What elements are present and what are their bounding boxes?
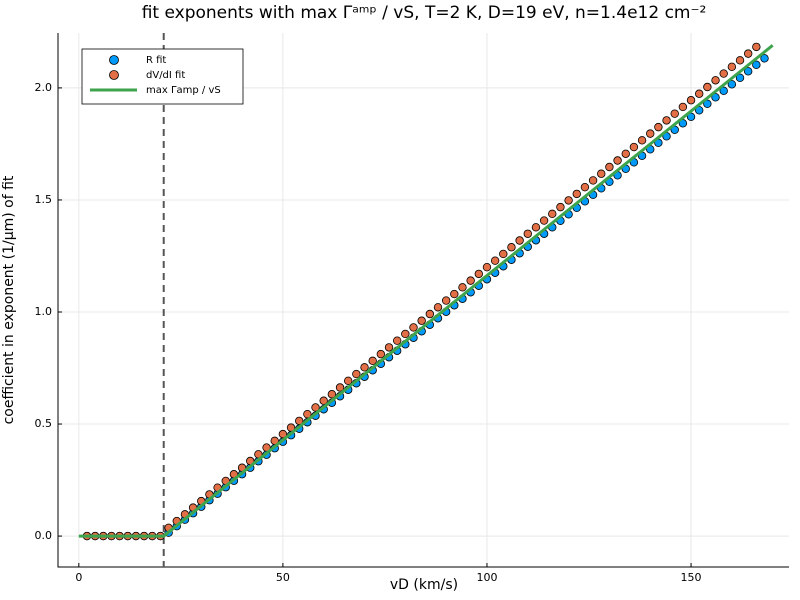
scatter-point (295, 416, 304, 426)
legend-swatch (109, 70, 119, 80)
legend-box (81, 48, 244, 105)
y-tick-label: 1.0 (35, 305, 53, 318)
scatter-point (743, 49, 753, 58)
scatter-point (646, 129, 655, 138)
scatter-point (523, 229, 532, 238)
scatter-point (425, 309, 435, 319)
scatter-point (613, 156, 622, 165)
scatter-point (490, 256, 500, 265)
scatter-point (727, 62, 737, 72)
scatter-point (695, 89, 704, 98)
scatter-point (735, 56, 745, 65)
scatter-point (360, 363, 369, 372)
scatter-point (678, 102, 688, 112)
scatter-point (548, 209, 557, 219)
scatter-point (719, 86, 728, 96)
legend-swatch (109, 55, 119, 65)
scatter-point (417, 316, 426, 325)
scatter-point (727, 80, 737, 89)
scatter-point (270, 436, 279, 446)
scatter-point (384, 343, 394, 352)
scatter-point (409, 323, 418, 332)
scatter-point (319, 396, 328, 405)
scatter-point (695, 106, 704, 115)
scatter-point (450, 289, 459, 299)
x-tick-label: 150 (681, 571, 702, 584)
x-tick-label: 50 (276, 571, 290, 584)
axis-frame (57, 33, 789, 568)
scatter-point (629, 142, 639, 152)
scatter-point (556, 202, 565, 212)
scatter-point (743, 67, 753, 76)
scatter-point (662, 116, 671, 125)
scatter-point (703, 82, 712, 92)
scatter-point (686, 96, 696, 105)
x-axis-label: vD (km/s) (390, 577, 458, 593)
scatter-point (303, 409, 312, 419)
scatter-point (515, 236, 524, 245)
legend-label: dV/dI fit (146, 70, 185, 81)
scatter-point (507, 243, 516, 252)
scatter-point (392, 336, 402, 345)
scatter-point (711, 93, 720, 102)
scatter-point (580, 182, 590, 192)
scatter-point (352, 369, 361, 379)
scatter-point (441, 296, 451, 305)
scatter-point (735, 73, 745, 83)
scatter-point (474, 269, 484, 279)
scatter-point (466, 276, 475, 285)
line-series (78, 44, 774, 538)
scatter-point (458, 283, 467, 292)
scatter-point (719, 69, 728, 78)
scatter-point (401, 329, 410, 339)
scatter-point (588, 176, 598, 185)
legend-label: R fit (146, 55, 166, 66)
scatter-point (621, 149, 630, 158)
scatter-point (605, 162, 614, 172)
y-tick-label: 2.0 (35, 81, 53, 94)
scatter-point (670, 109, 679, 118)
scatter-point (343, 376, 353, 385)
scatter-point (539, 216, 549, 225)
x-tick-label: 0 (75, 571, 82, 584)
scatter-point (711, 76, 720, 85)
scatter-point (368, 356, 377, 366)
scatter-point (564, 196, 573, 205)
scatter-point (278, 429, 288, 439)
legend-label: max Γamp / vS (146, 85, 221, 96)
scatter-point (286, 423, 296, 432)
scatter-point (335, 383, 345, 392)
scatter-point (752, 42, 761, 52)
chart-title: fit exponents with max Γᵃᵐᵖ / vS, T=2 K,… (142, 3, 707, 23)
y-axis-label: coefficient in exponent (1/μm) of fit (1, 175, 17, 424)
scatter-point (654, 122, 663, 132)
x-tick-label: 100 (476, 571, 497, 584)
scatter-point (637, 136, 647, 145)
scatter-point (482, 262, 492, 272)
scatter-point (499, 249, 508, 259)
scatter-point (531, 223, 541, 232)
scatter-point (433, 303, 443, 312)
y-tick-label: 0.5 (35, 417, 53, 430)
scatter-point (376, 349, 386, 359)
scatter-point (760, 54, 769, 63)
scatter-point (597, 169, 606, 178)
y-tick-label: 0.0 (35, 529, 53, 542)
scatter-point (311, 403, 320, 412)
scatter-point (327, 390, 337, 399)
scatter-point (752, 60, 761, 70)
scatter-point (572, 189, 581, 199)
scatter-point (703, 99, 712, 109)
y-tick-label: 1.5 (35, 193, 53, 206)
